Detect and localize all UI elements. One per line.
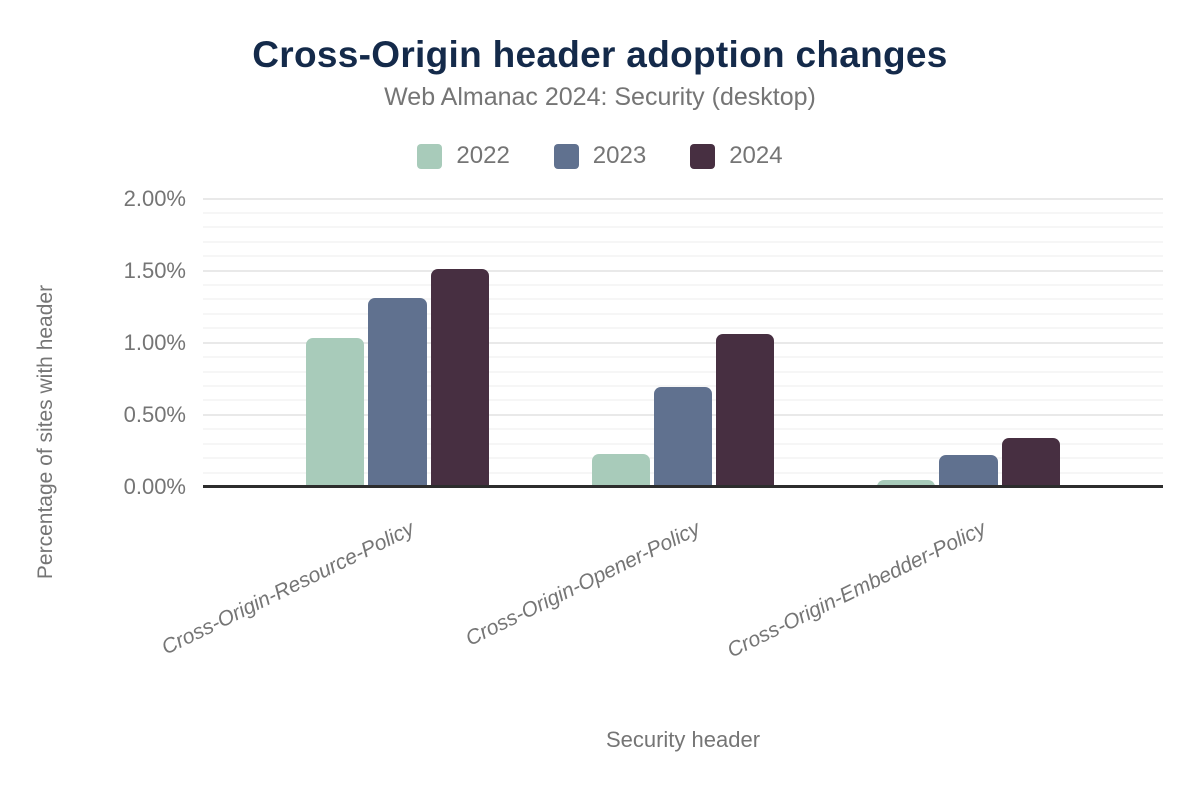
y-tick-label: 0.50% [123, 401, 186, 427]
y-tick-label: 1.50% [123, 257, 186, 283]
bar-Cross-Origin-Embedder-Policy-2022[interactable] [877, 479, 936, 487]
bar-groups [203, 190, 1163, 487]
x-tick-label-Cross-Origin-Opener-Policy: Cross-Origin-Opener-Policy [462, 517, 704, 651]
chart-title: Cross-Origin header adoption changes [252, 34, 948, 75]
legend-label: 2022 [456, 142, 510, 169]
bar-Cross-Origin-Opener-Policy-2024[interactable] [716, 334, 775, 487]
gridline-major [203, 341, 1163, 344]
x-axis-labels: Cross-Origin-Resource-Policy Cross-Origin… [0, 487, 1200, 687]
x-tick-label-Cross-Origin-Embedder-Policy: Cross-Origin-Embedder-Policy [723, 517, 990, 663]
gridline-minor [203, 370, 1163, 373]
gridline-major [203, 197, 1163, 200]
legend-swatch-2023 [553, 143, 579, 169]
x-axis-title: Security header [605, 727, 761, 752]
gridline-minor [203, 385, 1163, 388]
bar-group-Cross-Origin-Embedder-Policy [877, 190, 1060, 487]
chart-subtitle: Web Almanac 2024: Security (desktop) [384, 83, 816, 111]
gridline-major [203, 269, 1163, 272]
bar-group-Cross-Origin-Opener-Policy [591, 190, 775, 487]
legend-swatch-2024 [690, 143, 716, 169]
bar-Cross-Origin-Embedder-Policy-2023[interactable] [939, 455, 998, 487]
gridline-minor [203, 298, 1163, 301]
legend-item-2024: 2024 [690, 142, 783, 170]
y-tick-label: 2.00% [123, 185, 186, 211]
x-tick-label-Cross-Origin-Resource-Policy: Cross-Origin-Resource-Policy [157, 517, 418, 660]
legend-item-2022: 2022 [417, 142, 510, 170]
gridline-minor [203, 312, 1163, 315]
legend-swatch-2022 [417, 143, 443, 169]
x-axis-baseline [203, 485, 1163, 488]
y-tick-label: 1.00% [123, 329, 186, 355]
bar-Cross-Origin-Opener-Policy-2022[interactable] [591, 453, 650, 487]
bar-Cross-Origin-Resource-Policy-2022[interactable] [306, 338, 365, 487]
legend-item-2023: 2023 [553, 142, 647, 170]
gridline-minor [203, 356, 1163, 359]
bar-Cross-Origin-Embedder-Policy-2024[interactable] [1001, 437, 1060, 487]
legend: 2022 2023 2024 [0, 142, 1200, 170]
chart-area: 0.00% 0.50% 1.00% 1.50% 2.00% Cross-Origin-R… [0, 186, 1200, 662]
gridline-minor [203, 226, 1163, 229]
plot-area [203, 190, 1163, 488]
y-axis-ticks: 0.00% 0.50% 1.00% 1.50% 2.00% [0, 186, 186, 500]
gridline-minor [203, 327, 1163, 330]
legend-label: 2023 [592, 142, 647, 169]
y-tick-label: 0.00% [123, 474, 186, 499]
gridline-minor [203, 211, 1163, 214]
gridline-minor [203, 255, 1163, 258]
bar-Cross-Origin-Resource-Policy-2023[interactable] [368, 298, 427, 487]
gridline-minor [203, 284, 1163, 287]
bar-group-Cross-Origin-Resource-Policy [306, 190, 489, 487]
bar-Cross-Origin-Resource-Policy-2024[interactable] [430, 269, 489, 487]
gridline-minor [203, 240, 1163, 243]
legend-label: 2024 [729, 142, 783, 169]
bar-Cross-Origin-Opener-Policy-2023[interactable] [653, 387, 713, 487]
